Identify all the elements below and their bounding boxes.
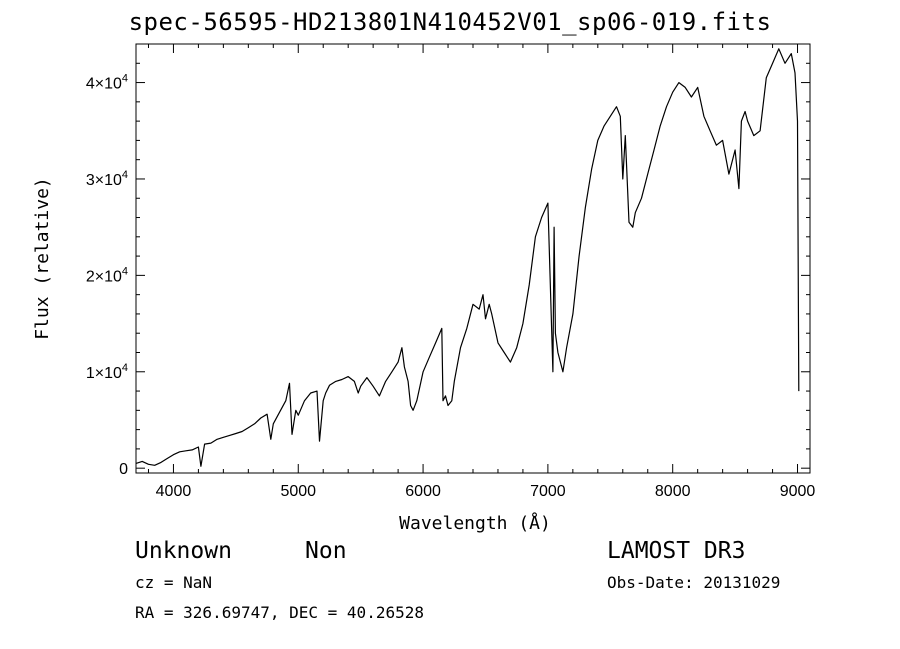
- coordinates-label: RA = 326.69747, DEC = 40.26528: [135, 603, 424, 622]
- y-tick-label: 3×104: [86, 169, 128, 189]
- cz-label: cz = NaN: [135, 573, 213, 592]
- y-tick-label: 1×104: [86, 362, 128, 382]
- object-class-label: Unknown: [135, 538, 232, 564]
- x-tick-label: 4000: [156, 483, 192, 500]
- y-axis-label: Flux (relative): [32, 177, 53, 340]
- x-tick-label: 5000: [280, 483, 316, 500]
- x-tick-label: 9000: [780, 483, 816, 500]
- x-axis-label: Wavelength (Å): [399, 512, 551, 534]
- survey-label: LAMOST DR3: [607, 538, 746, 564]
- spectrum-line: [135, 48, 800, 467]
- y-tick-label: 4×104: [86, 73, 128, 93]
- subclass-label: Non: [305, 538, 347, 564]
- x-tick-label: 8000: [655, 483, 691, 500]
- chart-title: spec-56595-HD213801N410452V01_sp06-019.f…: [128, 8, 772, 36]
- x-tick-label: 6000: [405, 483, 441, 500]
- plot-frame: [135, 43, 811, 474]
- y-tick-label: 0: [119, 461, 128, 478]
- x-tick-label: 7000: [530, 483, 566, 500]
- obs-date-label: Obs-Date: 20131029: [607, 573, 781, 592]
- y-tick-label: 2×104: [86, 265, 128, 285]
